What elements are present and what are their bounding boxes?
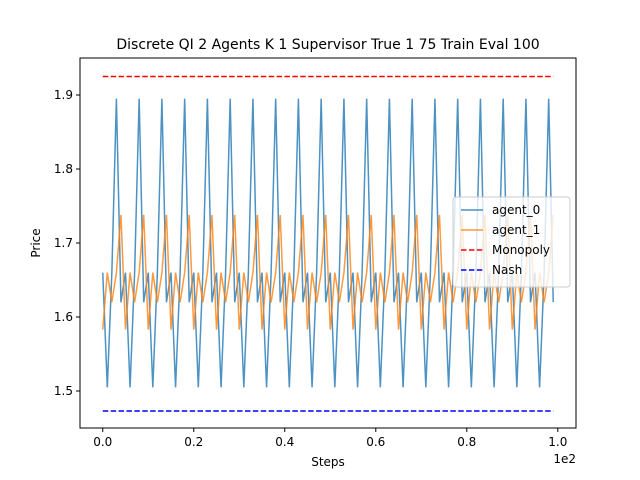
- x-tick-label: 0.2: [184, 435, 203, 449]
- x-axis-offset-label: 1e2: [553, 452, 576, 466]
- series-layer: [102, 75, 554, 412]
- legend-label-agent-0: agent_0: [492, 203, 540, 217]
- x-axis: 0.0 0.2 0.4 0.6 0.8 1.0: [93, 428, 567, 449]
- legend-label-agent-1: agent_1: [492, 223, 540, 237]
- y-tick-label: 1.8: [54, 162, 73, 176]
- y-tick-label: 1.5: [54, 384, 73, 398]
- legend-box: [452, 196, 571, 288]
- legend-label-monopoly: Monopoly: [492, 243, 550, 257]
- y-tick-label: 1.7: [54, 236, 73, 250]
- x-tick-label: 1.0: [548, 435, 567, 449]
- y-axis: 1.5 1.6 1.7 1.8 1.9: [54, 88, 80, 398]
- y-tick-label: 1.6: [54, 310, 73, 324]
- legend-label-nash: Nash: [492, 263, 522, 277]
- y-tick-label: 1.9: [54, 88, 73, 102]
- legend: agent_0 agent_1 Monopoly Nash: [452, 196, 571, 288]
- x-tick-label: 0.4: [275, 435, 294, 449]
- y-axis-label: Price: [29, 228, 43, 257]
- chart-title: Discrete QI 2 Agents K 1 Supervisor True…: [116, 37, 539, 53]
- x-tick-label: 0.6: [366, 435, 385, 449]
- x-tick-label: 0.0: [93, 435, 112, 449]
- x-tick-label: 0.8: [457, 435, 476, 449]
- x-axis-label: Steps: [311, 455, 345, 469]
